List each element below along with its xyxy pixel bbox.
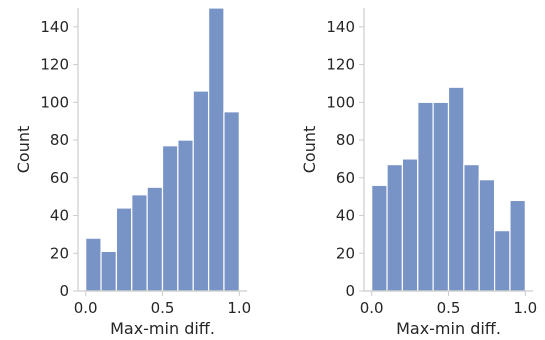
histogram-bar — [493, 230, 511, 292]
histogram-left: 0 20 40 60 80 100 120 140 0.0 0.5 1.0 Max-min diff.… — [14, 7, 251, 338]
y-tick-label: 140 — [326, 18, 355, 36]
x-tick-label: 1.0 — [513, 299, 537, 317]
y-tick-label: 40 — [336, 207, 355, 225]
histogram-bar — [192, 90, 210, 292]
x-tick-label: 0.0 — [360, 299, 384, 317]
y-axis-label: Count — [300, 126, 319, 174]
x-tick-label: 0.5 — [437, 299, 461, 317]
y-tick-label: 100 — [326, 93, 355, 111]
x-axis-label: Max-min diff. — [396, 319, 501, 338]
y-tick-label: 60 — [50, 169, 69, 187]
x-tick-label: 1.0 — [227, 299, 251, 317]
y-tick-label: 0 — [59, 282, 69, 300]
x-axis-label: Max-min diff. — [110, 319, 215, 338]
x-tick-label: 0.5 — [151, 299, 175, 317]
histogram-bar — [417, 101, 434, 292]
histogram-bar — [432, 101, 450, 292]
histogram-bar — [85, 237, 102, 292]
histogram-right: 0 20 40 60 80 100 120 140 0.0 0.5 1.0 Max-min diff.… — [300, 8, 537, 338]
y-tick-label: 80 — [336, 131, 355, 149]
y-tick-label: 100 — [40, 93, 69, 111]
y-axis-label: Count — [14, 126, 33, 174]
histogram-bar — [401, 158, 419, 292]
histogram-bar — [463, 163, 480, 292]
x-tick-label: 0.0 — [74, 299, 98, 317]
histogram-bar — [386, 163, 404, 292]
histogram-bar — [509, 199, 526, 292]
y-tick-label: 40 — [50, 207, 69, 225]
y-tick-label: 120 — [326, 56, 355, 74]
histogram-bar — [100, 250, 118, 292]
histogram-bar — [478, 179, 496, 292]
histogram-bar — [131, 194, 148, 292]
histogram-bar — [447, 86, 465, 292]
y-tick-label: 20 — [336, 244, 355, 262]
histogram-bar — [115, 207, 133, 292]
y-tick-label: 0 — [345, 282, 355, 300]
histogram-bar — [146, 186, 164, 292]
y-tick-label: 60 — [336, 169, 355, 187]
histogram-bar — [177, 139, 194, 292]
histogram-bar — [223, 111, 240, 292]
y-tick-label: 80 — [50, 131, 69, 149]
y-tick-label: 140 — [40, 18, 69, 36]
y-tick-label: 120 — [40, 56, 69, 74]
histogram-bar — [161, 145, 179, 292]
histogram-bar — [207, 7, 225, 292]
y-tick-label: 20 — [50, 244, 69, 262]
histogram-bar — [371, 184, 388, 292]
